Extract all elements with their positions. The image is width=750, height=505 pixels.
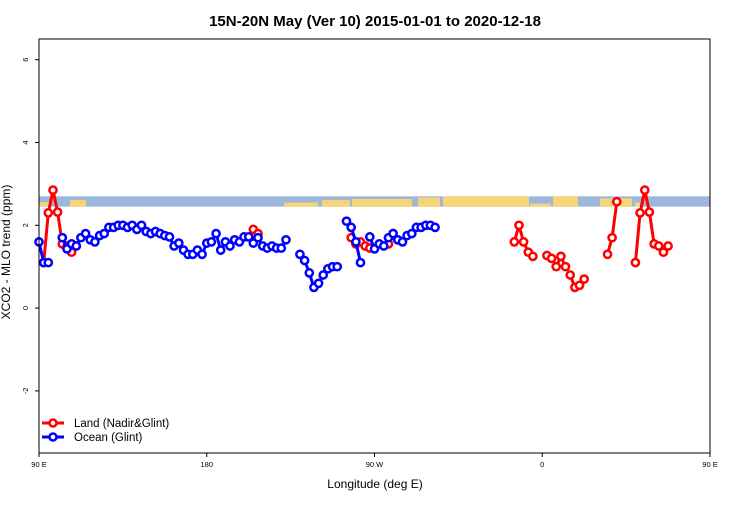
legend-ocean-marker	[48, 432, 58, 442]
x-tick-label: 90 E	[702, 460, 717, 469]
ocean-data-point	[388, 228, 398, 239]
ocean-data-point	[136, 220, 147, 231]
land-band-segment	[418, 197, 440, 207]
ocean-data-point	[43, 257, 54, 268]
land-data-point	[602, 249, 613, 260]
ocean-data-point	[173, 238, 184, 248]
legend-ocean-label: Ocean (Glint)	[74, 432, 143, 444]
land-data-point	[644, 207, 655, 217]
ocean-data-point	[397, 237, 408, 247]
legend-land-marker	[48, 418, 58, 428]
ocean-data-point	[313, 278, 324, 289]
land-data-point	[611, 196, 622, 207]
land-data-point	[52, 207, 63, 217]
ocean-data-point	[406, 228, 417, 239]
ocean-data-point	[430, 222, 440, 233]
ocean-data-point	[197, 249, 207, 260]
land-data-point	[551, 261, 562, 272]
land-data-point	[639, 185, 650, 195]
ocean-data-point	[215, 245, 226, 255]
land-band-segment	[635, 202, 640, 207]
ocean-data-point	[318, 270, 329, 280]
ocean-data-point	[346, 222, 357, 233]
y-tick-label: 2	[21, 223, 30, 227]
ocean-data-point	[355, 257, 366, 268]
ocean-data-point	[80, 228, 91, 239]
y-axis-label: XCO2 - MLO trend (ppm)	[0, 185, 13, 320]
ocean-data-point	[341, 216, 352, 227]
plot-series	[34, 185, 673, 293]
land-band-segment	[553, 196, 578, 207]
land-data-point	[43, 208, 54, 218]
y-tick-label: 6	[21, 58, 30, 62]
land-data-point	[565, 270, 576, 280]
ocean-data-point	[211, 228, 221, 239]
land-band-segment	[70, 199, 86, 207]
ocean-data-point	[225, 241, 235, 251]
ocean-data-point	[164, 232, 175, 242]
land-data-point	[574, 280, 585, 291]
land-data-point	[528, 251, 538, 262]
land-data-point	[518, 237, 529, 247]
ocean-data-point	[295, 249, 305, 260]
land-data-point	[509, 237, 520, 247]
ocean-data-point	[253, 232, 263, 243]
legend-land-label: Land (Nadir&Glint)	[74, 418, 169, 430]
ocean-data-point	[351, 237, 361, 247]
land-data-point	[653, 241, 664, 251]
ocean-data-point	[281, 234, 291, 245]
chart-title: 15N-20N May (Ver 10) 2015-01-01 to 2020-…	[209, 13, 541, 30]
x-axis-label: Longitude (deg E)	[327, 477, 422, 491]
land-data-point	[630, 257, 641, 268]
ocean-data-point	[99, 228, 110, 239]
ocean-data-point	[332, 261, 343, 272]
y-tick-label: -2	[21, 388, 30, 395]
land-data-point	[48, 185, 58, 195]
land-band-segment	[530, 203, 551, 207]
land-band-segment	[352, 198, 412, 207]
ocean-data-point	[243, 232, 254, 242]
x-tick-label: 180	[200, 460, 213, 469]
x-tick-label: 90 W	[366, 460, 384, 469]
land-data-point	[514, 220, 524, 231]
land-data-point	[607, 232, 617, 243]
land-band-segment	[322, 199, 350, 207]
land-data-point	[560, 261, 571, 272]
land-band-segment	[39, 202, 51, 207]
x-tick-label: 0	[540, 460, 544, 469]
land-data-point	[635, 208, 645, 218]
ocean-data-point	[57, 232, 68, 243]
ocean-data-point	[276, 243, 287, 253]
ocean-data-point	[71, 241, 82, 251]
y-tick-label: 4	[21, 140, 30, 144]
ocean-data-point	[364, 232, 375, 242]
land-data-point	[579, 274, 590, 284]
land-data-point	[546, 253, 557, 264]
land-series-line	[606, 201, 619, 255]
y-axis: -2 0 2 4 6	[21, 58, 39, 395]
land-data-point	[663, 241, 673, 251]
ocean-series	[34, 216, 440, 293]
ocean-data-point	[378, 241, 389, 251]
ocean-data-point	[206, 237, 217, 247]
land-band-segment	[443, 196, 529, 207]
legend: Land (Nadir&Glint) Ocean (Glint)	[42, 418, 169, 444]
land-data-point	[556, 251, 566, 262]
land-band-segment	[284, 202, 318, 207]
y-tick-label: 0	[21, 306, 30, 310]
ocean-data-point	[304, 268, 315, 278]
ocean-data-point	[299, 255, 310, 266]
ocean-data-point	[90, 237, 100, 247]
land-data-point	[658, 247, 669, 258]
x-tick-label: 90 E	[31, 460, 46, 469]
land-ocean-band	[39, 196, 710, 207]
